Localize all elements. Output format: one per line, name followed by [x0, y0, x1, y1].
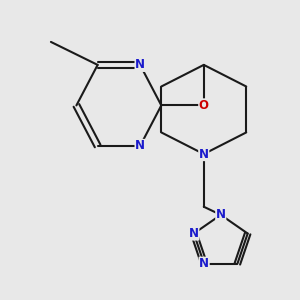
Text: N: N — [216, 208, 226, 221]
Text: N: N — [135, 140, 145, 152]
Text: N: N — [189, 227, 199, 240]
Text: O: O — [199, 99, 209, 112]
Text: N: N — [135, 58, 145, 71]
Text: N: N — [199, 148, 209, 160]
Text: N: N — [199, 257, 209, 270]
